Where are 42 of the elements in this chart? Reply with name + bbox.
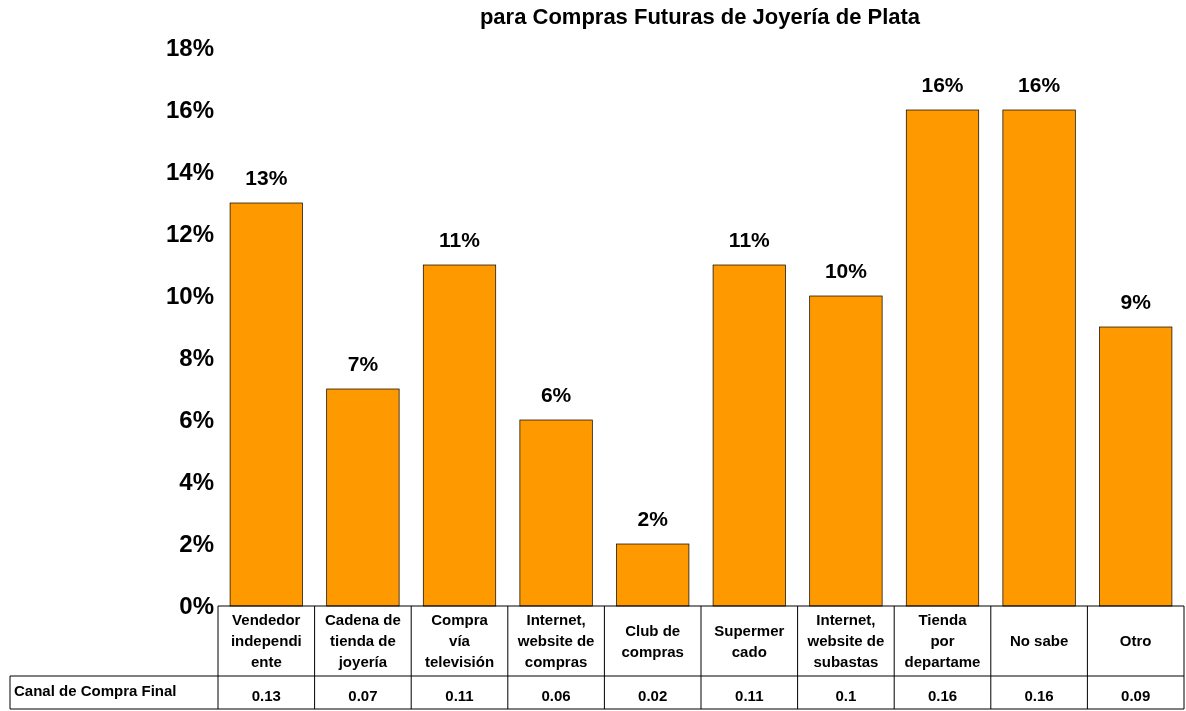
data-label: 0.11 [445,687,474,705]
data-label: 0.1 [835,687,857,705]
annotation: 10% [824,259,868,282]
annotation: 11% [728,228,771,251]
y-tick-label: 2% [179,530,214,558]
y-tick-label: 10% [165,282,214,310]
chart-title: para Compras Futuras de Joyería de Plata [479,4,921,29]
annotation: 2% [637,507,669,530]
x-tick-label: Vendedor independi ente [230,611,302,671]
annotation: 13% [245,166,288,189]
annotation: 16% [921,73,964,96]
x-tick-label: Otro [1119,632,1152,650]
x-tick-label: Internet, website de compras [516,611,595,671]
annotation: 6% [540,383,572,406]
x-tick-label: No sabe [1009,632,1069,650]
data-label: 0.13 [251,687,281,705]
data-label: 0.16 [1024,687,1054,705]
y-tick-label: 14% [165,158,214,186]
legend-label: Canal de Compra Final [14,682,177,700]
y-tick-label: 4% [179,468,214,496]
data-label: 0.09 [1121,687,1151,705]
y-tick-label: 18% [165,34,214,62]
x-tick-label: Compra vía televisión [424,611,495,671]
y-tick-label: 16% [165,96,214,124]
annotation: 7% [347,352,379,375]
x-tick-label: Supermer cado [714,621,785,660]
y-tick-label: 0% [179,592,214,620]
data-label: 0.02 [638,687,668,705]
x-tick-label: Internet, website de subastas [806,611,885,671]
data-label: 0.07 [348,687,378,705]
y-tick-label: 6% [179,406,214,434]
annotation: 16% [1018,73,1061,96]
data-label: 0.11 [735,687,764,705]
data-label: 0.16 [927,687,958,705]
x-tick-label: Tienda por departame [904,611,981,671]
y-tick-label: 8% [179,344,214,372]
data-label: 0.06 [541,687,571,705]
y-tick-label: 12% [165,220,214,248]
x-tick-label: Cadena de tienda de joyería [324,611,401,671]
annotation: 9% [1120,290,1152,313]
x-tick-label: Club de compras [621,621,684,660]
annotation: 11% [439,228,481,251]
